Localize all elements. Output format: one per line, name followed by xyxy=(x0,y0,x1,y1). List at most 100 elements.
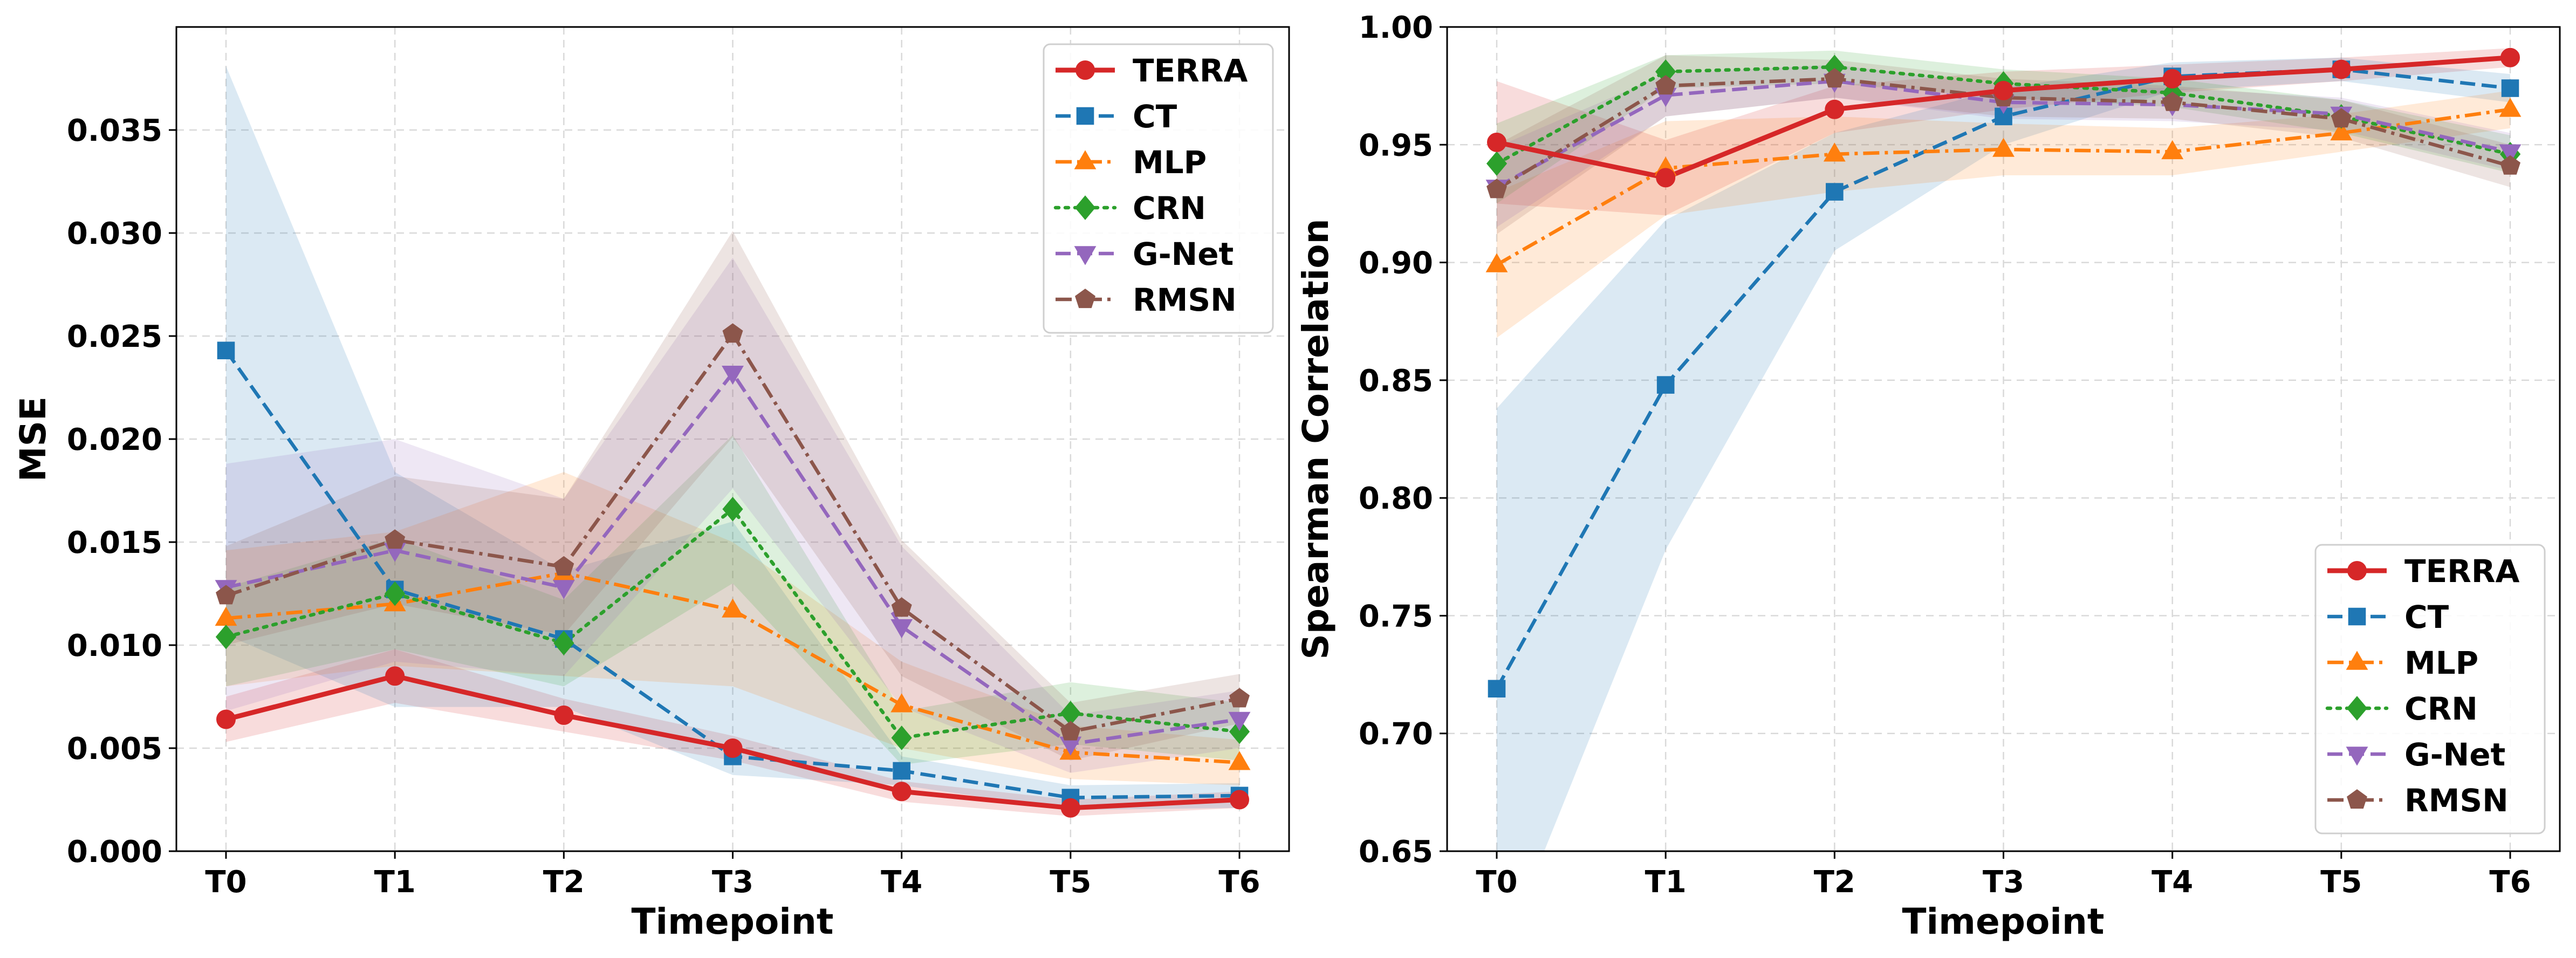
spearman-xtick-label: T6 xyxy=(2489,865,2531,900)
mse-point-g-net xyxy=(1228,711,1251,731)
spearman-ytick-label: 0.85 xyxy=(1359,364,1433,399)
spearman-legend-label-mlp: MLP xyxy=(2404,645,2478,681)
mse-point-crn xyxy=(891,726,912,750)
mse-point-rmsn xyxy=(553,556,574,576)
mse-ytick-label: 0.015 xyxy=(67,525,162,560)
spearman-ytick-label: 0.65 xyxy=(1359,834,1433,870)
mse-point-g-net xyxy=(722,366,744,385)
spearman-x-ticks: T0 T1 T2 T3 T4 T5 T6 xyxy=(1476,851,2531,900)
mse-band-terra xyxy=(226,649,1239,817)
mse-ytick-label: 0.005 xyxy=(67,731,162,767)
spearman-point-ct xyxy=(1656,376,1675,394)
mse-ytick-label: 0.000 xyxy=(67,834,162,870)
spearman-xtick-label: T5 xyxy=(2320,865,2362,900)
mse-point-crn xyxy=(384,581,406,606)
spearman-point-crn xyxy=(1486,151,1508,176)
spearman-legend-label-rmsn: RMSN xyxy=(2404,782,2509,819)
mse-xtick-label: T4 xyxy=(881,865,922,900)
mse-y-axis-label: MSE xyxy=(12,396,54,482)
mse-legend-item-ct: CT xyxy=(1056,98,1177,135)
mse-ytick-label: 0.020 xyxy=(67,422,162,457)
mse-band-g-net xyxy=(226,257,1239,773)
mse-legend-item-terra: TERRA xyxy=(1056,52,1248,89)
spearman-point-mlp xyxy=(2161,140,2184,160)
spearman-point-mlp xyxy=(1823,142,1846,162)
mse-xtick-label: T0 xyxy=(205,865,246,900)
mse-y-ticks: 0.000 0.005 0.010 0.015 0.020 0.025 0.030 0.035 xyxy=(67,113,176,870)
mse-xtick-label: T6 xyxy=(1218,865,1260,900)
mse-legend-label-mlp: MLP xyxy=(1133,144,1207,181)
mse-point-terra xyxy=(216,709,236,729)
mse-point-rmsn xyxy=(385,529,406,549)
spearman-legend-item-crn: CRN xyxy=(2325,690,2478,727)
mse-xtick-label: T1 xyxy=(374,865,416,900)
spearman-point-ct xyxy=(1488,680,1506,698)
spearman-ytick-label: 0.75 xyxy=(1359,599,1433,634)
spearman-point-terra xyxy=(1993,80,2013,100)
spearman-panel: 0.650.700.750.800.850.900.951.00 T0 T1 T2 T… xyxy=(1295,10,2561,942)
spearman-y-ticks: 0.65 0.70 0.75 0.80 0.85 0.90 0.95 1.00 xyxy=(1359,10,1447,870)
mse-legend-marker-rmsn xyxy=(1075,289,1095,309)
spearman-legend-marker-terra xyxy=(2347,561,2367,580)
mse-point-ct xyxy=(217,341,235,360)
spearman-point-rmsn xyxy=(2331,108,2352,128)
spearman-ytick-label: 0.80 xyxy=(1359,481,1433,516)
mse-point-rmsn xyxy=(1060,721,1081,741)
spearman-point-terra xyxy=(2162,69,2182,89)
spearman-point-mlp xyxy=(1485,253,1508,272)
spearman-ytick-label: 0.70 xyxy=(1359,717,1433,752)
spearman-band-ct xyxy=(1497,57,2510,851)
mse-point-g-net xyxy=(890,619,913,639)
mse-point-terra xyxy=(723,738,743,758)
mse-ytick-label: 0.010 xyxy=(67,628,162,663)
mse-x-ticks: T0 T1 T2 T3 T4 T5 T6 xyxy=(205,851,1260,900)
mse-legend: TERRA CT MLP CRN G-Net RMSN xyxy=(1043,43,1274,334)
mse-point-crn xyxy=(215,624,237,649)
mse-xtick-label: T5 xyxy=(1050,865,1091,900)
spearman-point-rmsn xyxy=(1824,68,1845,88)
mse-point-rmsn xyxy=(891,597,912,617)
spearman-legend-item-rmsn: RMSN xyxy=(2327,782,2509,819)
mse-point-crn xyxy=(722,497,743,522)
spearman-xtick-label: T3 xyxy=(1983,865,2024,900)
mse-legend-item-crn: CRN xyxy=(1053,190,1206,227)
mse-band-mlp xyxy=(226,472,1239,785)
mse-ytick-label: 0.025 xyxy=(67,319,162,354)
spearman-point-mlp xyxy=(1992,138,2015,157)
mse-legend-marker-ct xyxy=(1076,107,1094,125)
mse-ytick-label: 0.035 xyxy=(67,113,162,148)
mse-legend-label-g-net: G-Net xyxy=(1133,236,1234,272)
spearman-xtick-label: T4 xyxy=(2152,865,2193,900)
spearman-legend-label-terra: TERRA xyxy=(2404,553,2520,590)
mse-legend-label-ct: CT xyxy=(1133,98,1177,135)
mse-point-mlp xyxy=(1228,751,1251,770)
mse-legend-label-terra: TERRA xyxy=(1133,52,1248,89)
spearman-legend-label-crn: CRN xyxy=(2404,690,2478,727)
spearman-point-ct xyxy=(1995,107,2012,126)
mse-point-ct xyxy=(893,762,910,780)
spearman-point-terra xyxy=(1487,132,1506,152)
spearman-band-mlp xyxy=(1497,90,2510,338)
mse-legend-label-crn: CRN xyxy=(1133,190,1206,227)
mse-band-ct xyxy=(226,66,1239,810)
mse-legend-item-g-net: G-Net xyxy=(1056,236,1234,272)
spearman-point-ct xyxy=(2501,79,2519,97)
spearman-legend-label-ct: CT xyxy=(2404,599,2449,635)
spearman-legend-marker-crn xyxy=(2346,696,2368,721)
mse-panel: 0.000 0.005 0.010 0.015 0.020 0.025 0.030 0.035… xyxy=(12,26,1290,942)
spearman-legend-item-g-net: G-Net xyxy=(2327,736,2505,773)
spearman-xtick-label: T2 xyxy=(1814,865,1855,900)
mse-band-rmsn xyxy=(226,231,1239,761)
spearman-point-rmsn xyxy=(2500,155,2520,175)
spearman-legend-item-mlp: MLP xyxy=(2327,645,2478,681)
spearman-point-terra xyxy=(2500,47,2520,67)
spearman-ytick-label: 0.95 xyxy=(1359,128,1433,163)
spearman-band-terra xyxy=(1497,48,2510,216)
spearman-point-rmsn xyxy=(1655,75,1676,95)
spearman-markers xyxy=(1485,47,2522,698)
spearman-legend: TERRA CT MLP CRN G-Net RMSN xyxy=(2314,544,2546,834)
mse-point-crn xyxy=(1229,719,1250,744)
spearman-point-terra xyxy=(2331,59,2351,79)
spearman-x-axis-label: Timepoint xyxy=(1902,901,2105,942)
